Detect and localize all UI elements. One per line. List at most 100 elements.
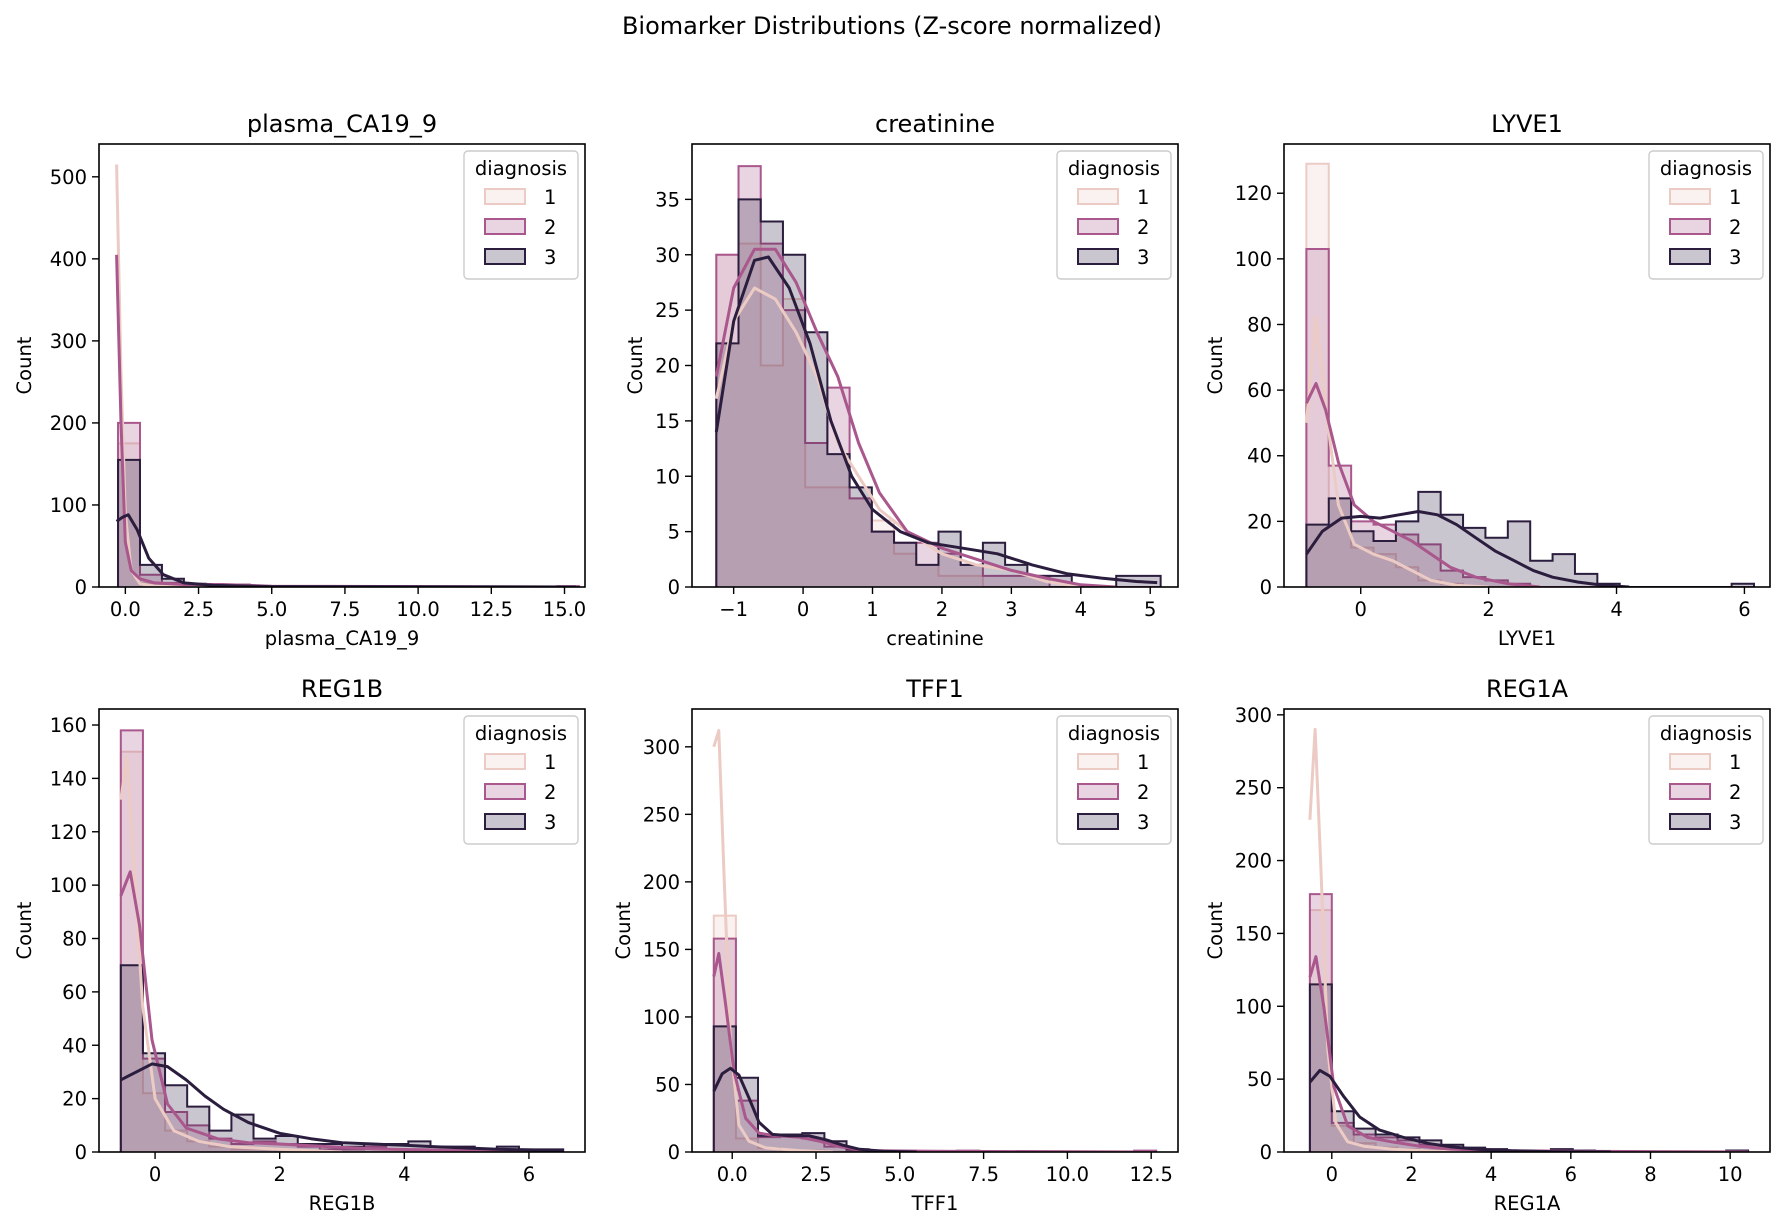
legend-title: diagnosis xyxy=(1660,722,1752,745)
kde-curve-diagnosis-2 xyxy=(119,870,561,1152)
x-tick-label: 6 xyxy=(1738,598,1750,621)
legend-box xyxy=(1056,150,1172,280)
x-tick-label: −1 xyxy=(719,598,748,621)
y-tick-label: 20 xyxy=(655,355,680,378)
y-tick-label: 200 xyxy=(643,871,680,894)
kde-curve-diagnosis-1 xyxy=(119,755,343,1152)
legend-swatch-1 xyxy=(1669,753,1711,770)
y-tick-label: 50 xyxy=(1247,1068,1272,1091)
x-tick-label: 0 xyxy=(1326,1163,1338,1186)
plot-area xyxy=(712,729,1158,1152)
y-tick-label: 20 xyxy=(1247,510,1272,533)
legend: diagnosis 1 2 3 xyxy=(1648,715,1764,845)
legend-swatch-2 xyxy=(1077,783,1119,800)
x-tick-label: 4 xyxy=(1610,598,1622,621)
subplot-2: −1 0 1 2 3 4 5 0 5 10 15 20 25 30 35 creatinine creatini… xyxy=(624,110,1179,650)
x-tick-label: 2 xyxy=(1482,598,1494,621)
x-tick-label: 5.0 xyxy=(884,1163,915,1186)
x-tick-label: 6 xyxy=(1565,1163,1577,1186)
x-tick-label: 4 xyxy=(398,1163,410,1186)
y-tick-label: 15 xyxy=(655,410,680,433)
kde-curve-diagnosis-1 xyxy=(712,729,833,1152)
x-tick-label: 4 xyxy=(1075,598,1087,621)
y-tick-label: 140 xyxy=(50,767,87,790)
y-tick-label: 35 xyxy=(655,188,680,211)
x-tick-label: 0 xyxy=(149,1163,161,1186)
x-tick-label: 10 xyxy=(1718,1163,1743,1186)
y-tick-label: 300 xyxy=(50,330,87,353)
y-tick-label: 200 xyxy=(50,412,87,435)
kde-curve-diagnosis-1 xyxy=(714,286,1082,587)
y-tick-label: 25 xyxy=(655,299,680,322)
kde-curve-diagnosis-1 xyxy=(1304,316,1489,587)
x-tick-label: 2 xyxy=(936,598,948,621)
x-tick-label: 10.0 xyxy=(1046,1163,1089,1186)
legend: diagnosis 1 2 3 xyxy=(463,150,579,280)
axes-frame xyxy=(691,708,1179,1153)
legend-swatch-3 xyxy=(484,813,526,830)
legend-label-1: 1 xyxy=(1729,751,1741,774)
legend-swatch-1 xyxy=(484,188,526,205)
y-tick-label: 60 xyxy=(1247,379,1272,402)
y-tick-label: 20 xyxy=(62,1088,87,1111)
legend-box xyxy=(463,150,579,280)
legend: diagnosis 1 2 3 xyxy=(1056,150,1172,280)
x-tick-label: 2 xyxy=(273,1163,285,1186)
y-tick-label: 40 xyxy=(1247,445,1272,468)
y-axis-label: Count xyxy=(612,901,635,959)
y-tick-label: 150 xyxy=(1235,922,1272,945)
kde-curve-diagnosis-3 xyxy=(120,1062,564,1152)
x-axis-label: REG1B xyxy=(309,1192,376,1215)
subplot-title: LYVE1 xyxy=(1491,110,1563,138)
y-tick-label: 60 xyxy=(62,981,87,1004)
subplot-5: 0.0 2.5 5.0 7.5 10.0 12.5 0 50 100 150 200 250 300 TF… xyxy=(612,675,1179,1215)
x-tick-label: 0.0 xyxy=(717,1163,748,1186)
x-axis-label: plasma_CA19_9 xyxy=(265,627,420,650)
legend-label-1: 1 xyxy=(1729,186,1741,209)
y-tick-label: 120 xyxy=(1235,182,1272,205)
x-tick-label: 3 xyxy=(1005,598,1017,621)
legend-swatch-2 xyxy=(1669,218,1711,235)
y-tick-label: 100 xyxy=(643,1006,680,1029)
subplot-title: creatinine xyxy=(875,110,995,138)
axes-frame xyxy=(98,708,586,1153)
y-tick-label: 80 xyxy=(1247,313,1272,336)
legend-swatch-2 xyxy=(1077,218,1119,235)
legend-label-3: 3 xyxy=(1729,246,1741,269)
legend-title: diagnosis xyxy=(1660,157,1752,180)
legend-swatch-1 xyxy=(1077,188,1119,205)
y-tick-label: 250 xyxy=(643,803,680,826)
axes-frame xyxy=(1283,143,1771,588)
y-tick-label: 500 xyxy=(50,166,87,189)
legend-swatch-1 xyxy=(1077,753,1119,770)
y-tick-label: 100 xyxy=(1235,248,1272,271)
x-tick-label: 5 xyxy=(1144,598,1156,621)
legend-label-3: 3 xyxy=(1729,811,1741,834)
legend-box xyxy=(1648,150,1764,280)
subplot-6: 0 2 4 6 8 10050100150200250300REG1AREG1ACount… xyxy=(1204,675,1771,1215)
histogram-fill-diagnosis-3 xyxy=(713,1026,1157,1152)
x-tick-label: 0 xyxy=(1355,598,1367,621)
plot-area xyxy=(1304,162,1756,587)
x-tick-label: 15.0 xyxy=(543,598,586,621)
kde-curve-diagnosis-3 xyxy=(712,1066,917,1152)
legend-box xyxy=(1648,715,1764,845)
legend-box xyxy=(463,715,579,845)
x-tick-label: 2 xyxy=(1405,1163,1417,1186)
legend-swatch-3 xyxy=(484,248,526,265)
y-tick-label: 120 xyxy=(50,821,87,844)
legend-swatch-3 xyxy=(1669,813,1711,830)
legend-swatch-3 xyxy=(1077,813,1119,830)
legend-swatch-2 xyxy=(484,218,526,235)
y-axis-label: Count xyxy=(13,336,36,394)
y-tick-label: 0 xyxy=(75,576,87,599)
legend-swatch-2 xyxy=(484,783,526,800)
y-tick-label: 160 xyxy=(50,714,87,737)
y-tick-label: 0 xyxy=(1260,1141,1272,1164)
subplot-3: 0 2 4 6020406080100120LYVE1LYVE1Countdiagno… xyxy=(1204,110,1771,650)
kde-curve-diagnosis-2 xyxy=(714,247,1116,587)
kde-curve-diagnosis-3 xyxy=(714,255,1158,585)
subplot-1: 0.0 2.5 5.0 7.5 10.0 12.5 15.0 0 100 200 300 400 500… xyxy=(13,110,586,650)
